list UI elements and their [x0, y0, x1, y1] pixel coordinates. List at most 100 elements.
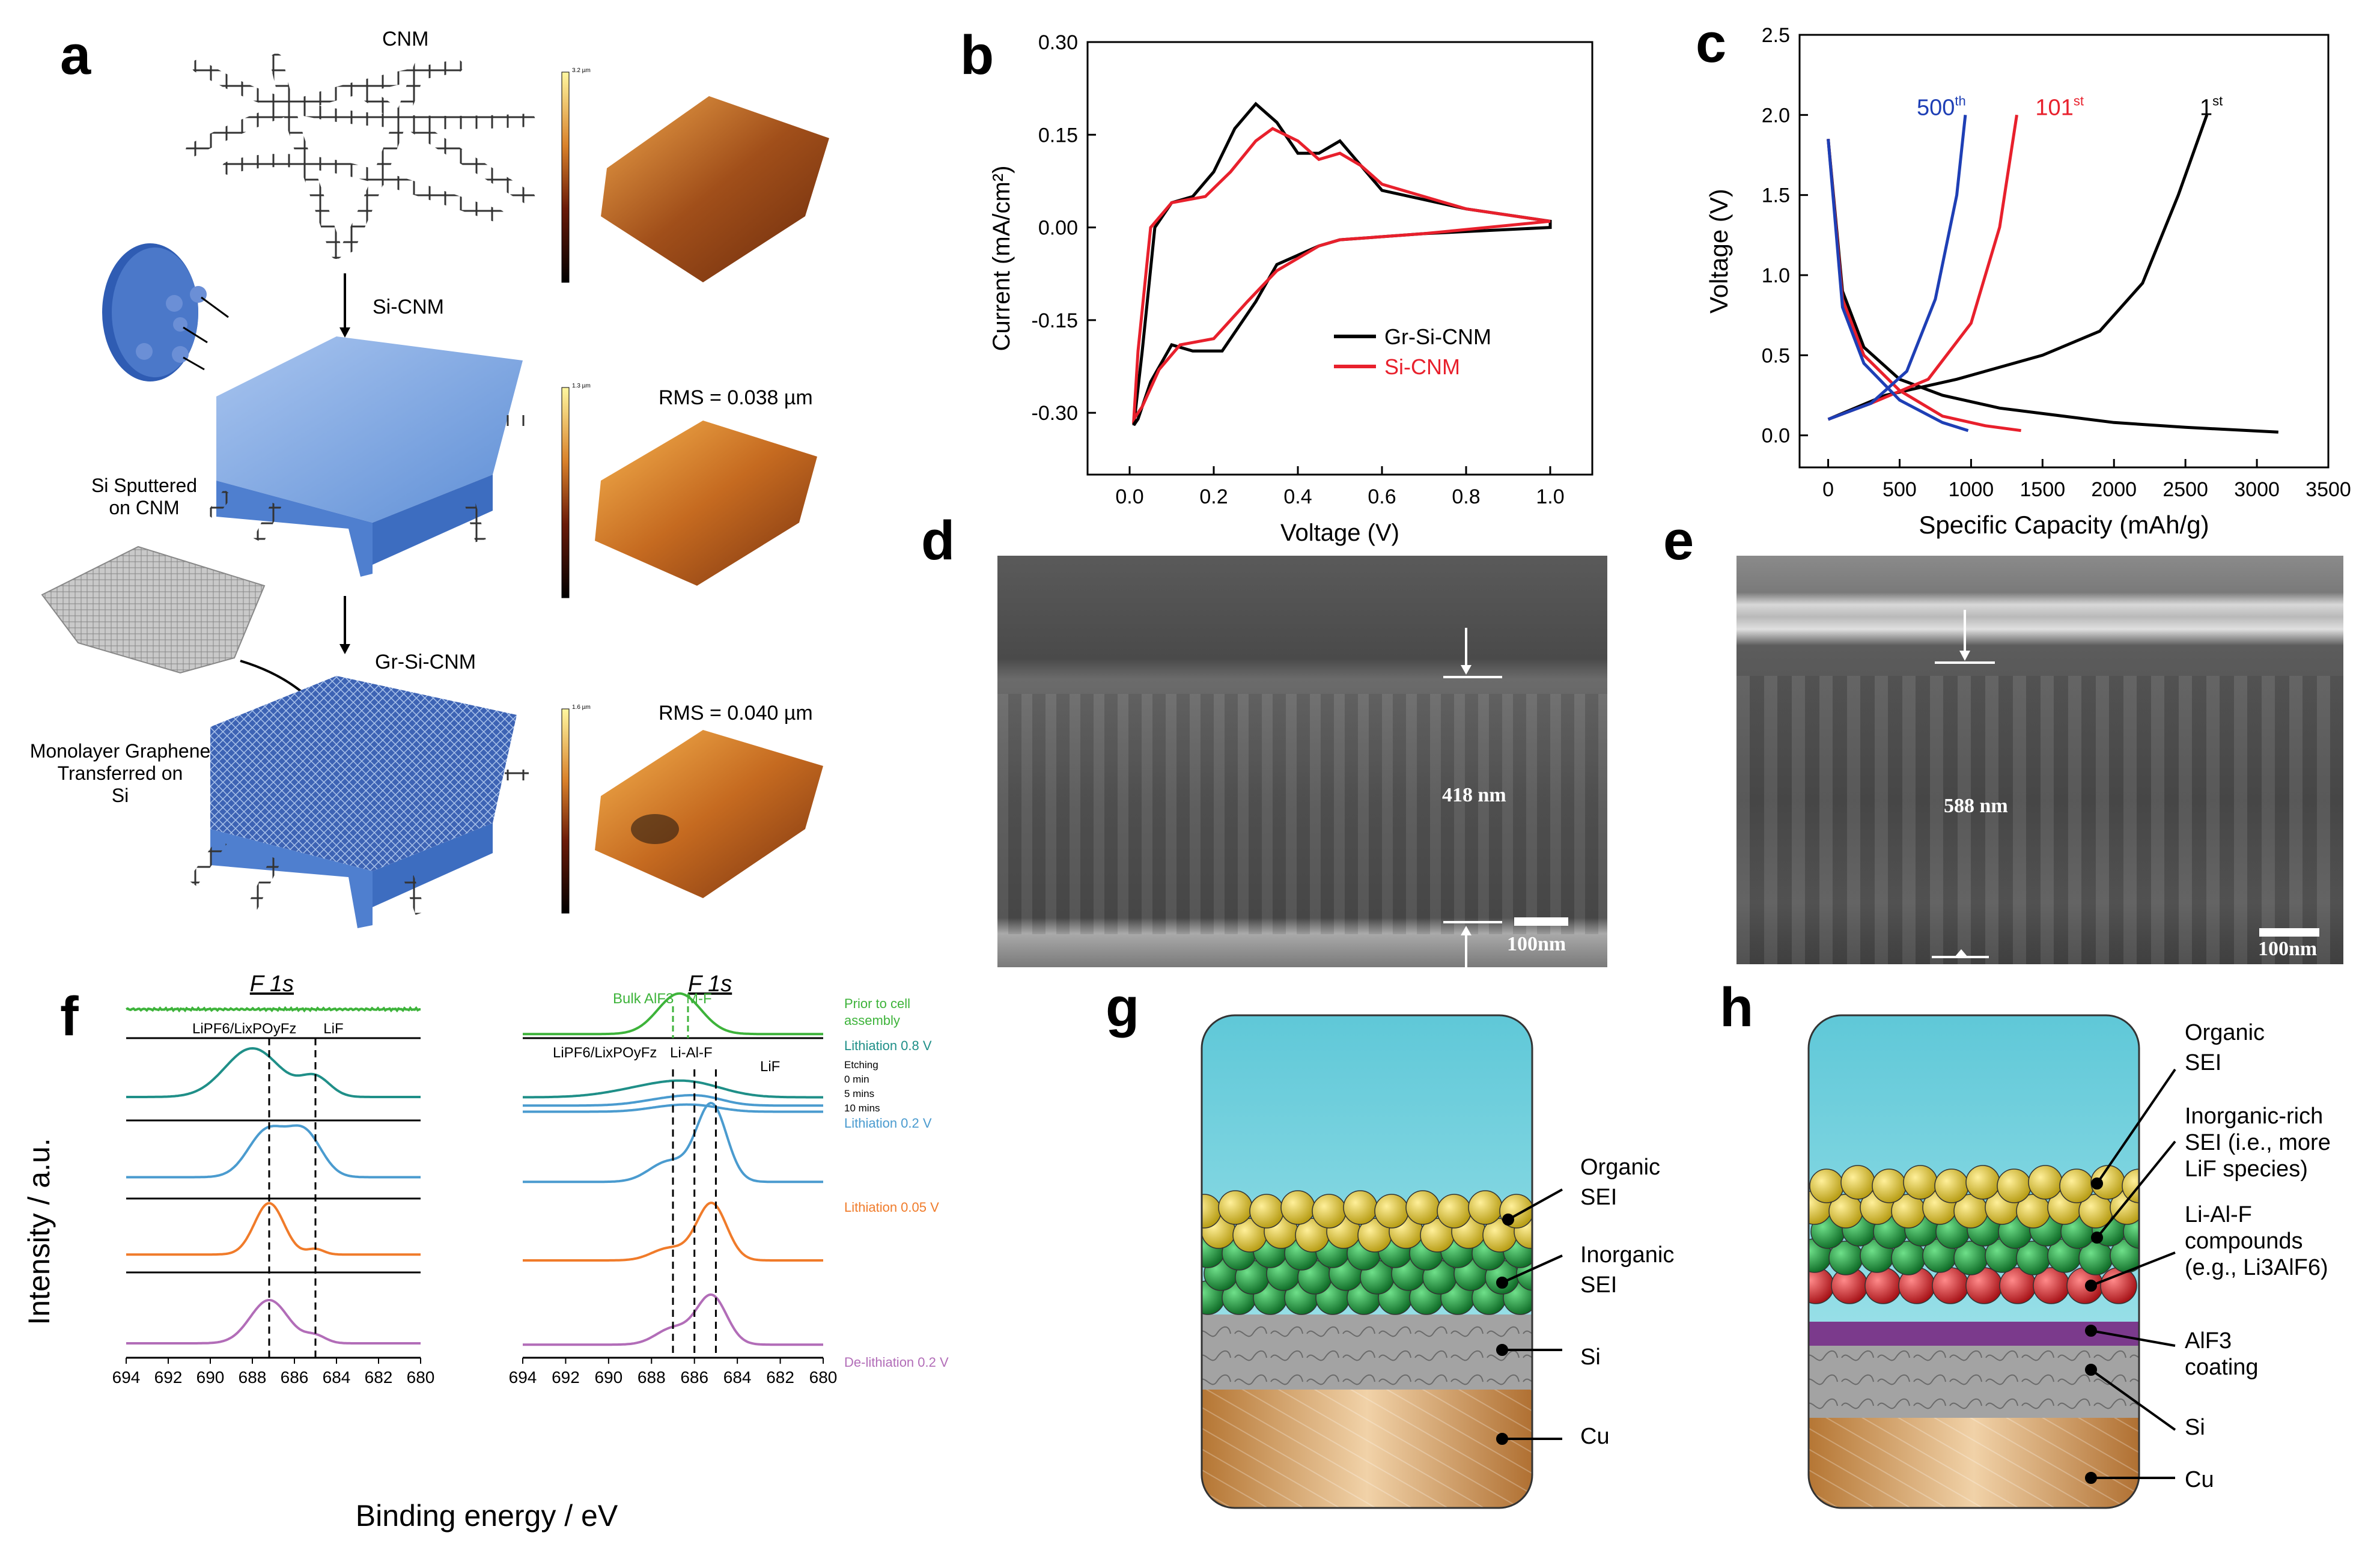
- h-alf3-label: AlF3 coating: [2185, 1328, 2259, 1380]
- cond-prior-2: assembly: [844, 1013, 900, 1028]
- y-tick-label: 1.5: [1762, 184, 1790, 207]
- sei-schematic-g: [1201, 1014, 1563, 1509]
- h-si-label: Si: [2185, 1415, 2205, 1440]
- h-cu-label: Cu: [2185, 1467, 2214, 1492]
- x-tick-label: 500: [1882, 478, 1917, 501]
- organic-sei-particle: [1934, 1168, 1969, 1203]
- x-tick-label: 688: [239, 1368, 267, 1387]
- x-tick-label: 686: [281, 1368, 309, 1387]
- cond-prior-1: Prior to cell: [844, 996, 910, 1011]
- xps-right-10min: [523, 1103, 823, 1113]
- panel-e-letter: e: [1663, 510, 1694, 571]
- left-peak-label-2: LiF: [323, 1021, 343, 1037]
- y-tick-label: 2.5: [1762, 24, 1790, 47]
- afm-colorbar-3: [561, 708, 570, 914]
- x-tick-label: 0.2: [1199, 485, 1228, 508]
- afm-colorbar-1: [561, 71, 570, 283]
- cond-0min: 0 min: [844, 1074, 869, 1085]
- panel-a-letter: a: [60, 25, 91, 86]
- panel-h-letter: h: [1720, 977, 1754, 1038]
- cycle-101-label: 101st: [2035, 93, 2084, 120]
- x-tick-label: 1500: [2020, 478, 2066, 501]
- organic-sei-particle: [1903, 1165, 1938, 1200]
- g-cu-label: Cu: [1580, 1424, 1610, 1449]
- graphene-sheet-icon: [41, 545, 266, 674]
- right-peak-lialf: Li-Al-F: [670, 1045, 713, 1061]
- xps-left-l02: [126, 1124, 421, 1179]
- x-tick-label: 1000: [1949, 478, 1994, 501]
- x-tick-label: 682: [766, 1368, 794, 1387]
- y-tick-label: 0.15: [1038, 124, 1078, 147]
- afm-surface-2: [595, 421, 817, 586]
- plot-frame: [1086, 41, 1593, 476]
- rms-label-1: RMS = 0.038 µm: [659, 386, 813, 409]
- lialf-particle: [1864, 1267, 1902, 1304]
- xps-left-l005: [126, 1202, 421, 1256]
- organic-sei-particle: [1374, 1194, 1409, 1229]
- x-tick-label: 694: [509, 1368, 537, 1387]
- organic-sei-particle: [1468, 1190, 1503, 1225]
- graphene-transfer-label: Monolayer Graphene Transferred on Si: [29, 740, 211, 806]
- organic-sei-particle: [1872, 1168, 1907, 1203]
- organic-sei-particle: [1249, 1194, 1284, 1229]
- x-tick-label: 686: [680, 1368, 708, 1387]
- cv-series-gr-si-cnm: [1132, 102, 1552, 427]
- right-peak-label-1: LiPF6/LixPOyFz: [553, 1045, 657, 1061]
- y-axis-label: Voltage (V): [1705, 189, 1733, 314]
- sem-d-thickness: 418 nm: [1442, 784, 1506, 806]
- x-tick-label: 692: [154, 1368, 183, 1387]
- lialf-particle: [1809, 1267, 1834, 1304]
- cond-5min: 5 mins: [844, 1088, 874, 1099]
- organic-sei-particle: [1312, 1194, 1347, 1229]
- xps-right-l005: [523, 1202, 823, 1262]
- x-tick-label: 3500: [2306, 478, 2351, 501]
- f-title-right: F 1s: [688, 973, 732, 997]
- si-cnm-label: Si-CNM: [373, 296, 444, 318]
- y-tick-label: 0.00: [1038, 217, 1078, 240]
- x-tick-label: 684: [723, 1368, 752, 1387]
- xps-chart: F 1s 694 692 690 688 686 684 682 680 LiPF6/LixPOy…: [22, 973, 949, 1533]
- cond-l08: Lithiation 0.8 V: [844, 1038, 932, 1053]
- h-organic-label: Organic SEI: [2185, 1020, 2265, 1075]
- x-tick-label: 690: [196, 1368, 225, 1387]
- afm-surface-3: [595, 730, 823, 898]
- plot-frame: [1798, 34, 2330, 469]
- x-tick-label: 0.4: [1283, 485, 1312, 508]
- charge-curve-500th: [1827, 115, 1967, 421]
- x-tick-label: 680: [407, 1368, 435, 1387]
- y-tick-label: -0.30: [1032, 402, 1079, 425]
- f-x-axis-label: Binding energy / eV: [356, 1499, 618, 1533]
- right-peak-mf: M-F: [686, 991, 712, 1007]
- colorbar-2-max: 1.3 µm: [572, 383, 591, 389]
- sputter-target-icon: [102, 243, 229, 381]
- cond-l02: Lithiation 0.2 V: [844, 1116, 932, 1131]
- charge-curve-101st: [1827, 114, 2018, 421]
- x-tick-label: 0: [1822, 478, 1834, 501]
- x-tick-label: 694: [112, 1368, 141, 1387]
- discharge-curve-1st: [1827, 139, 2278, 434]
- x-axis-label: Specific Capacity (mAh/g): [1919, 511, 2209, 539]
- x-tick-label: 688: [638, 1368, 666, 1387]
- x-tick-label: 682: [365, 1368, 393, 1387]
- xps-left-dl02: [126, 1298, 421, 1345]
- organic-sei-particle: [1405, 1190, 1440, 1225]
- xps-right-prior: [523, 992, 823, 1036]
- x-tick-label: 684: [323, 1368, 351, 1387]
- y-axis-label: Current (mA/cm²): [988, 166, 1015, 351]
- x-tick-label: 2500: [2163, 478, 2208, 501]
- gr-si-slab-icon: [187, 676, 529, 928]
- sem-image-d: 418 nm 100nm: [997, 556, 1607, 967]
- rms-label-2: RMS = 0.040 µm: [659, 702, 813, 725]
- si-sputter-label: Si Sputtered on CNM: [91, 475, 198, 518]
- organic-sei-particle: [1218, 1190, 1253, 1225]
- cv-chart: 0.0 0.2 0.4 0.6 0.8 1.0 0.30 0.15 0.00 -0.15 -0.30…: [988, 31, 1593, 546]
- organic-sei-particle: [1840, 1165, 1875, 1200]
- panel-g-letter: g: [1106, 977, 1140, 1038]
- si-slab-icon: [205, 336, 535, 577]
- cycle-500-label: 500th: [1917, 93, 1966, 120]
- cycle-1-label: 1st: [2200, 93, 2223, 120]
- f-y-axis-label: Intensity / a.u.: [22, 1138, 56, 1325]
- y-tick-label: 1.0: [1762, 264, 1790, 287]
- cond-l005: Lithiation 0.05 V: [844, 1200, 939, 1215]
- cv-series-si-cnm: [1131, 127, 1551, 425]
